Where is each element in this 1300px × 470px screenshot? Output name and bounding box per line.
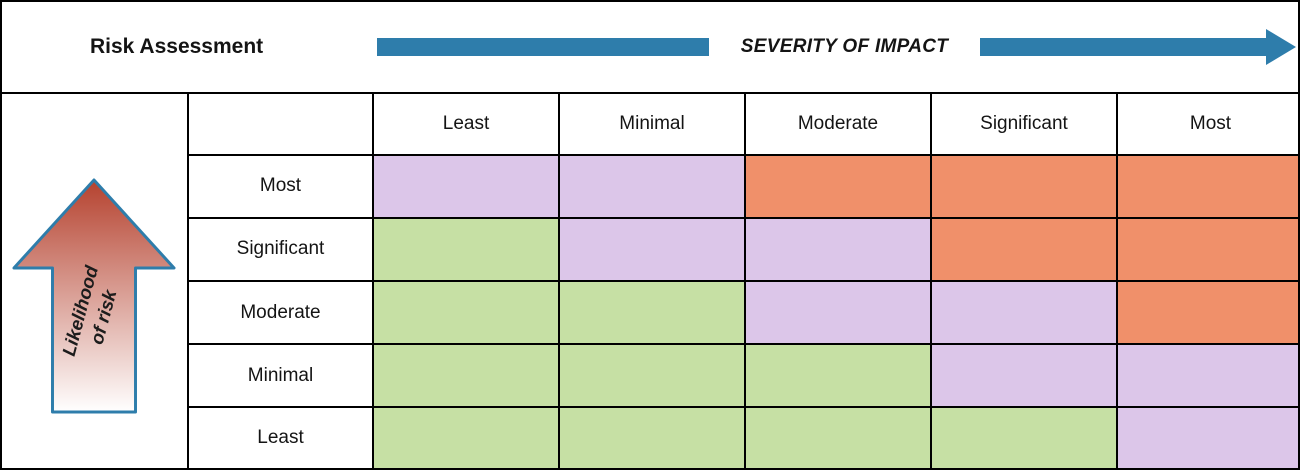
matrix-cell [558, 216, 746, 282]
matrix-cell [744, 216, 932, 282]
matrix-cell [558, 343, 746, 409]
matrix-row: Significant [187, 216, 1298, 282]
column-header-most: Most [1116, 94, 1298, 156]
severity-axis-label: SEVERITY OF IMPACT [740, 36, 949, 57]
matrix-cell [1116, 153, 1298, 219]
matrix-cell [558, 153, 746, 219]
risk-matrix-table: Least Minimal Moderate Significant Most … [187, 94, 1298, 468]
matrix-cell [372, 406, 560, 468]
column-header-minimal: Minimal [558, 94, 746, 156]
matrix-cell [744, 343, 932, 409]
row-header-minimal: Minimal [187, 343, 374, 409]
severity-arrow-left-segment [377, 38, 709, 56]
row-header-least: Least [187, 406, 374, 468]
matrix-cell [372, 279, 560, 346]
row-header-moderate: Moderate [187, 279, 374, 346]
corner-cell [187, 94, 374, 156]
matrix-cell [1116, 279, 1298, 346]
matrix-cell [930, 279, 1118, 346]
row-header-most: Most [187, 153, 374, 219]
matrix-cell [558, 406, 746, 468]
matrix-area: Likelihood of risk Least Minimal Moderat… [2, 94, 1298, 468]
matrix-cell [372, 343, 560, 409]
matrix-cell [558, 279, 746, 346]
matrix-cell [1116, 343, 1298, 409]
matrix-cell [930, 343, 1118, 409]
matrix-row: Least [187, 406, 1298, 468]
matrix-cell [930, 153, 1118, 219]
column-header-significant: Significant [930, 94, 1118, 156]
matrix-cell [744, 153, 932, 219]
header-band: Risk Assessment SEVERITY OF IMPACT [2, 2, 1298, 94]
matrix-cell [930, 406, 1118, 468]
column-header-least: Least [372, 94, 560, 156]
severity-arrow-right-segment [980, 38, 1268, 56]
matrix-row: Moderate [187, 279, 1298, 346]
matrix-cell [1116, 406, 1298, 468]
likelihood-axis: Likelihood of risk [2, 94, 187, 468]
matrix-cell [372, 216, 560, 282]
figure-title: Risk Assessment [90, 35, 264, 58]
column-header-moderate: Moderate [744, 94, 932, 156]
matrix-cell [1116, 216, 1298, 282]
matrix-cell [372, 153, 560, 219]
matrix-cell [930, 216, 1118, 282]
column-header-row: Least Minimal Moderate Significant Most [187, 94, 1298, 156]
severity-arrowhead-icon [1266, 29, 1296, 65]
likelihood-up-arrow-icon [12, 178, 176, 414]
matrix-cell [744, 279, 932, 346]
matrix-row: Most [187, 153, 1298, 219]
matrix-cell [744, 406, 932, 468]
matrix-row: Minimal [187, 343, 1298, 409]
row-header-significant: Significant [187, 216, 374, 282]
